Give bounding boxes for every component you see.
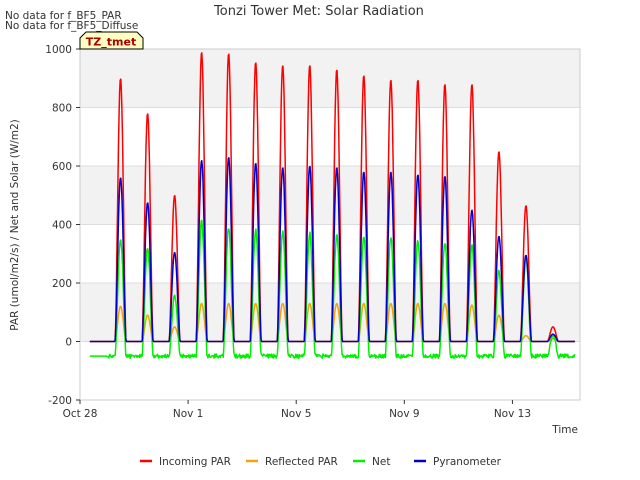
x-axis-label: Time (551, 424, 578, 436)
background-band (80, 166, 580, 225)
y-tick-label: 200 (52, 278, 72, 290)
series-line-pyranometer (89, 157, 576, 343)
station-badge-shape (79, 31, 144, 50)
background-band (80, 224, 580, 283)
y-tick-label: 800 (52, 103, 72, 115)
x-axis-ticks: Oct 28 Nov 1 Nov 5 Nov 9 Nov 13 (63, 400, 531, 420)
y-tick-label: 600 (52, 161, 72, 173)
legend-label: Incoming PAR (159, 456, 231, 468)
legend-label: Pyranometer (433, 456, 502, 468)
y-tick-label: 1000 (45, 44, 72, 56)
x-tick-label: Nov 1 (173, 408, 204, 420)
background-band (80, 49, 580, 108)
legend-label: Reflected PAR (265, 456, 338, 468)
x-tick-label: Oct 28 (63, 408, 98, 420)
y-axis-ticks: -200 0 200 400 600 800 1000 (45, 44, 80, 407)
station-badge-label: TZ_tmet (86, 36, 136, 49)
y-tick-label: -200 (48, 395, 72, 407)
no-data-note-1: No data for f_BF5_PAR (5, 10, 122, 22)
y-tick-label: 400 (52, 220, 72, 232)
legend: Incoming PAR Reflected PAR Net Pyranometer (140, 456, 502, 468)
station-badge: TZ_tmet (79, 31, 144, 50)
x-tick-label: Nov 9 (389, 408, 420, 420)
y-tick-label: 0 (65, 337, 72, 349)
background-band (80, 107, 580, 166)
series-line-net (89, 219, 576, 359)
no-data-note-2: No data for f_BF5_Diffuse (5, 20, 138, 32)
y-axis-label: PAR (umol/m2/s) / Net and Solar (W/m2) (9, 119, 21, 331)
series-lines (89, 52, 576, 359)
background-band (80, 283, 580, 342)
background-band (80, 341, 580, 400)
chart-title: Tonzi Tower Met: Solar Radiation (213, 4, 424, 19)
legend-label: Net (372, 456, 390, 468)
x-tick-label: Nov 5 (281, 408, 312, 420)
x-tick-label: Nov 13 (494, 408, 531, 420)
